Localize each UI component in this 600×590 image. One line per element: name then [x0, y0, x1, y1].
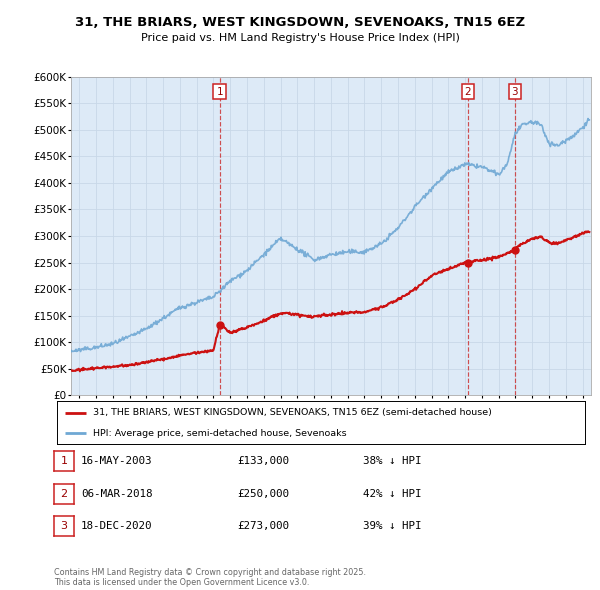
Text: Contains HM Land Registry data © Crown copyright and database right 2025.
This d: Contains HM Land Registry data © Crown c…: [54, 568, 366, 587]
Text: 18-DEC-2020: 18-DEC-2020: [81, 522, 152, 531]
Text: HPI: Average price, semi-detached house, Sevenoaks: HPI: Average price, semi-detached house,…: [93, 429, 347, 438]
Text: 16-MAY-2003: 16-MAY-2003: [81, 457, 152, 466]
Text: 2: 2: [61, 489, 67, 499]
Text: 2: 2: [464, 87, 472, 97]
Text: Price paid vs. HM Land Registry's House Price Index (HPI): Price paid vs. HM Land Registry's House …: [140, 33, 460, 42]
Text: 3: 3: [61, 522, 67, 531]
Text: 39% ↓ HPI: 39% ↓ HPI: [363, 522, 421, 531]
Text: 31, THE BRIARS, WEST KINGSDOWN, SEVENOAKS, TN15 6EZ: 31, THE BRIARS, WEST KINGSDOWN, SEVENOAK…: [75, 16, 525, 29]
Text: 06-MAR-2018: 06-MAR-2018: [81, 489, 152, 499]
Text: 38% ↓ HPI: 38% ↓ HPI: [363, 457, 421, 466]
Text: £133,000: £133,000: [237, 457, 289, 466]
Text: £250,000: £250,000: [237, 489, 289, 499]
Text: 31, THE BRIARS, WEST KINGSDOWN, SEVENOAKS, TN15 6EZ (semi-detached house): 31, THE BRIARS, WEST KINGSDOWN, SEVENOAK…: [93, 408, 492, 417]
Text: 1: 1: [217, 87, 223, 97]
Text: 42% ↓ HPI: 42% ↓ HPI: [363, 489, 421, 499]
Text: 3: 3: [512, 87, 518, 97]
Text: £273,000: £273,000: [237, 522, 289, 531]
Text: 1: 1: [61, 457, 67, 466]
